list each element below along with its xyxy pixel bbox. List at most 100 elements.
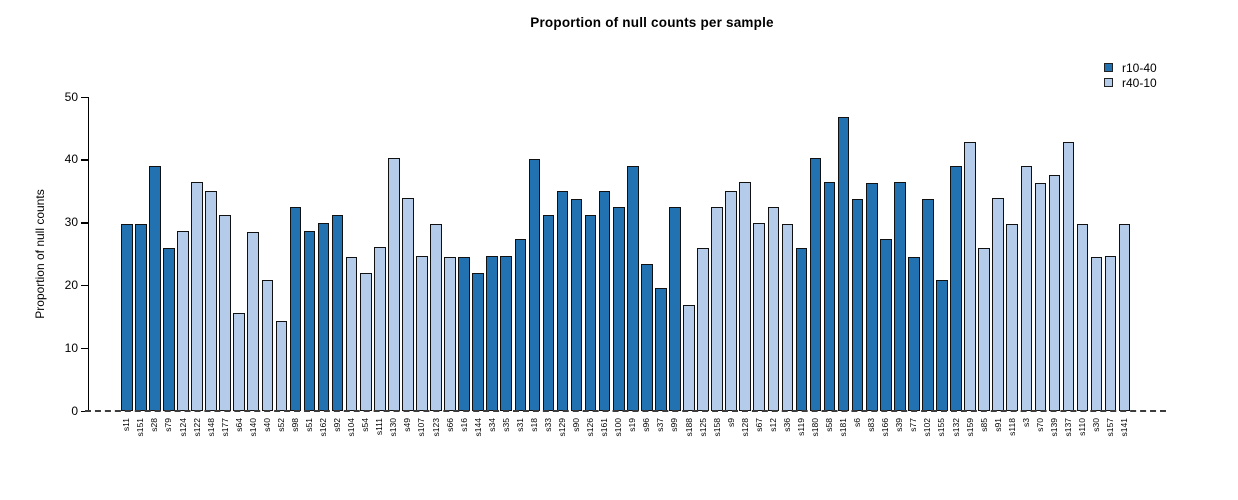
x-axis-tick-label: s188 — [683, 418, 694, 437]
legend-item: r40-10 — [1104, 75, 1157, 90]
x-axis-tick-label: s51 — [304, 418, 314, 432]
bar — [936, 280, 948, 411]
bar — [795, 247, 808, 411]
bar — [205, 190, 217, 411]
x-axis-tick-label: s39 — [894, 418, 905, 432]
legend: r10-40 r40-10 — [1104, 60, 1157, 90]
x-axis-tick-label: s54 — [360, 418, 371, 432]
y-axis-tick-label: 20 — [64, 278, 78, 293]
bar — [430, 223, 442, 411]
bar — [1034, 182, 1047, 411]
x-axis-tick-label: s85 — [978, 418, 989, 432]
x-axis-tick-label: s126 — [585, 418, 596, 437]
zero-baseline-dashed-line — [85, 410, 1166, 412]
bar — [697, 247, 709, 411]
x-axis-tick-label: s100 — [613, 418, 624, 437]
x-axis-tick-label: s129 — [557, 418, 567, 437]
bar — [823, 182, 836, 411]
bar — [626, 166, 639, 411]
x-axis-tick-label: s49 — [402, 418, 413, 432]
x-axis-tick-label: s144 — [472, 418, 483, 437]
y-axis-tick-label: 40 — [64, 152, 78, 167]
x-axis-tick-label: s9 — [725, 418, 736, 427]
legend-swatch-icon — [1104, 63, 1113, 72]
x-axis-tick-label: s58 — [824, 418, 835, 432]
x-axis-tick-label: s119 — [795, 418, 806, 436]
bar — [992, 198, 1004, 411]
bar — [739, 182, 751, 411]
x-axis-tick-label: s130 — [388, 418, 399, 437]
y-axis-label: Proportion of null counts — [33, 189, 47, 319]
x-axis-tick-label: s77 — [908, 418, 919, 432]
bar — [233, 312, 246, 411]
x-axis-tick-label: s52 — [275, 418, 286, 432]
x-axis-tick-label: s155 — [936, 418, 947, 437]
bar — [121, 223, 133, 411]
bar — [1048, 174, 1061, 411]
bar — [191, 182, 203, 411]
bar — [486, 256, 499, 411]
x-axis-tick-label: s33 — [542, 418, 553, 432]
x-axis-tick-label: s110 — [1077, 418, 1088, 436]
x-axis-tick-label: s151 — [135, 418, 146, 437]
bar — [655, 287, 667, 411]
x-axis-tick-label: s122 — [191, 418, 202, 437]
bar — [711, 207, 723, 411]
x-axis-tick-label: s181 — [838, 418, 849, 437]
bar — [809, 158, 822, 411]
x-axis-tick-label: s12 — [767, 418, 778, 432]
bar — [317, 222, 330, 411]
bar — [177, 231, 189, 411]
x-axis-tick-label: s102 — [922, 418, 933, 437]
legend-label: r10-40 — [1122, 60, 1157, 75]
x-axis-tick-label: s83 — [866, 418, 877, 432]
x-axis-tick-label: s148 — [205, 418, 216, 437]
bar — [500, 256, 513, 411]
bar — [978, 247, 990, 411]
x-axis-tick-label: s11 — [121, 418, 132, 432]
bar — [219, 214, 231, 411]
bar — [725, 190, 737, 411]
x-axis-tick-label: s19 — [627, 418, 638, 432]
bar — [528, 158, 541, 411]
x-axis-tick-label: s107 — [416, 418, 427, 437]
y-axis-tick-label: 30 — [64, 215, 78, 230]
x-axis-tick-label: s34 — [486, 418, 497, 432]
y-axis-line — [88, 96, 90, 412]
x-axis-tick-label: s180 — [809, 418, 820, 437]
bar — [908, 256, 920, 411]
x-axis-tick-label: s128 — [739, 418, 750, 437]
y-axis-tick-label: 10 — [64, 341, 78, 356]
x-axis-tick-label: s40 — [261, 418, 272, 432]
x-axis-tick-label: s125 — [697, 418, 708, 437]
bar — [416, 256, 428, 411]
bar — [1006, 223, 1019, 411]
x-axis-tick-label: s30 — [1091, 418, 1102, 432]
bar — [1118, 223, 1131, 411]
bar — [584, 214, 597, 411]
bar — [402, 198, 414, 411]
bar — [950, 166, 962, 411]
bar — [331, 215, 344, 411]
bar — [542, 214, 555, 411]
x-axis-tick-label: s139 — [1048, 418, 1059, 437]
x-axis-tick-label: s66 — [444, 418, 455, 432]
bar — [894, 182, 906, 411]
y-axis-tick — [81, 411, 88, 413]
bar — [570, 199, 583, 411]
x-axis-tick-label: s67 — [753, 418, 764, 432]
legend-item: r10-40 — [1104, 60, 1157, 75]
bar — [303, 231, 316, 411]
chart-title: Proportion of null counts per sample — [530, 15, 774, 30]
bar — [781, 223, 794, 411]
bar — [135, 223, 147, 411]
bar — [922, 199, 934, 411]
x-axis-tick-label: s132 — [950, 418, 961, 437]
bar — [865, 182, 878, 411]
y-axis-tick — [81, 96, 88, 98]
bar — [359, 272, 372, 411]
y-axis-tick — [81, 348, 88, 350]
x-axis-tick-label: s31 — [514, 418, 525, 432]
bar — [879, 239, 892, 411]
